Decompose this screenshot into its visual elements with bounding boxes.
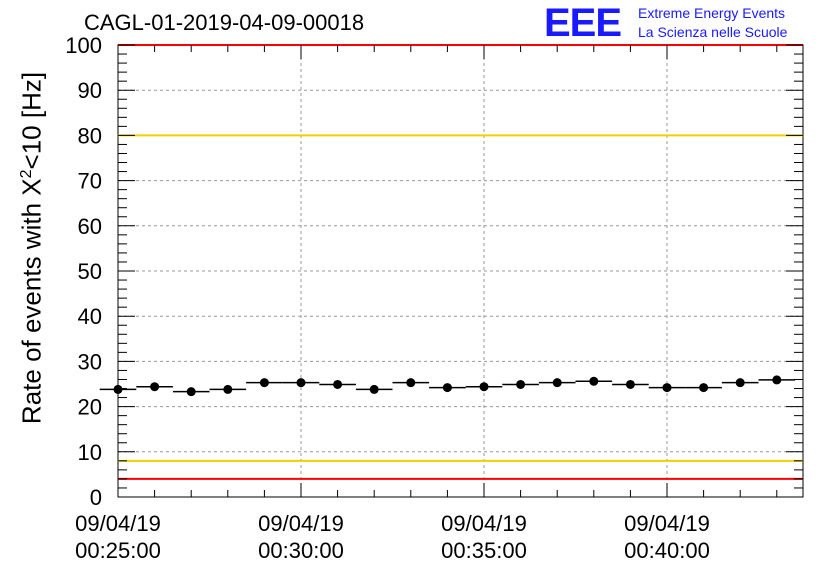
data-point	[589, 376, 599, 386]
data-point	[442, 383, 452, 393]
data-point	[552, 378, 562, 388]
x-tick-label-time: 00:35:00	[441, 538, 527, 563]
data-point	[113, 384, 123, 394]
data-point	[223, 384, 233, 394]
chart-title: CAGL-01-2019-04-09-00018	[84, 10, 365, 35]
y-tick-label: 60	[78, 214, 102, 239]
y-tick-label: 20	[78, 395, 102, 420]
data-point	[406, 378, 416, 388]
data-point	[625, 379, 635, 389]
y-tick-label: 100	[65, 33, 102, 58]
x-tick-label-date: 09/04/19	[75, 511, 161, 536]
data-point	[369, 384, 379, 394]
data-point	[296, 378, 306, 388]
y-tick-label: 30	[78, 349, 102, 374]
x-tick-label-date: 09/04/19	[258, 511, 344, 536]
logo-line-2: La Scienza nelle Scuole	[638, 24, 788, 40]
data-point	[772, 375, 782, 385]
eee-logo-text: Extreme Energy Events La Scienza nelle S…	[638, 4, 787, 42]
data-point	[479, 382, 489, 392]
x-tick-label-time: 00:30:00	[258, 538, 344, 563]
data-point	[662, 383, 672, 393]
data-point	[699, 383, 709, 393]
y-tick-label: 70	[78, 169, 102, 194]
data-point	[735, 378, 745, 388]
x-tick-label-date: 09/04/19	[624, 511, 710, 536]
y-tick-label: 90	[78, 78, 102, 103]
data-point	[259, 378, 269, 388]
x-tick-label-time: 00:25:00	[75, 538, 161, 563]
data-point	[333, 379, 343, 389]
y-tick-label: 0	[90, 485, 102, 510]
data-point	[150, 382, 160, 392]
x-tick-label-date: 09/04/19	[441, 511, 527, 536]
data-point	[186, 387, 196, 397]
y-tick-label: 40	[78, 304, 102, 329]
y-tick-label: 10	[78, 440, 102, 465]
x-tick-label-time: 00:40:00	[624, 538, 710, 563]
eee-logo-mark: EEE	[544, 1, 622, 45]
y-tick-label: 80	[78, 123, 102, 148]
logo-line-1: Extreme Energy Events	[638, 5, 786, 21]
y-tick-label: 50	[78, 259, 102, 284]
data-point	[516, 379, 526, 389]
